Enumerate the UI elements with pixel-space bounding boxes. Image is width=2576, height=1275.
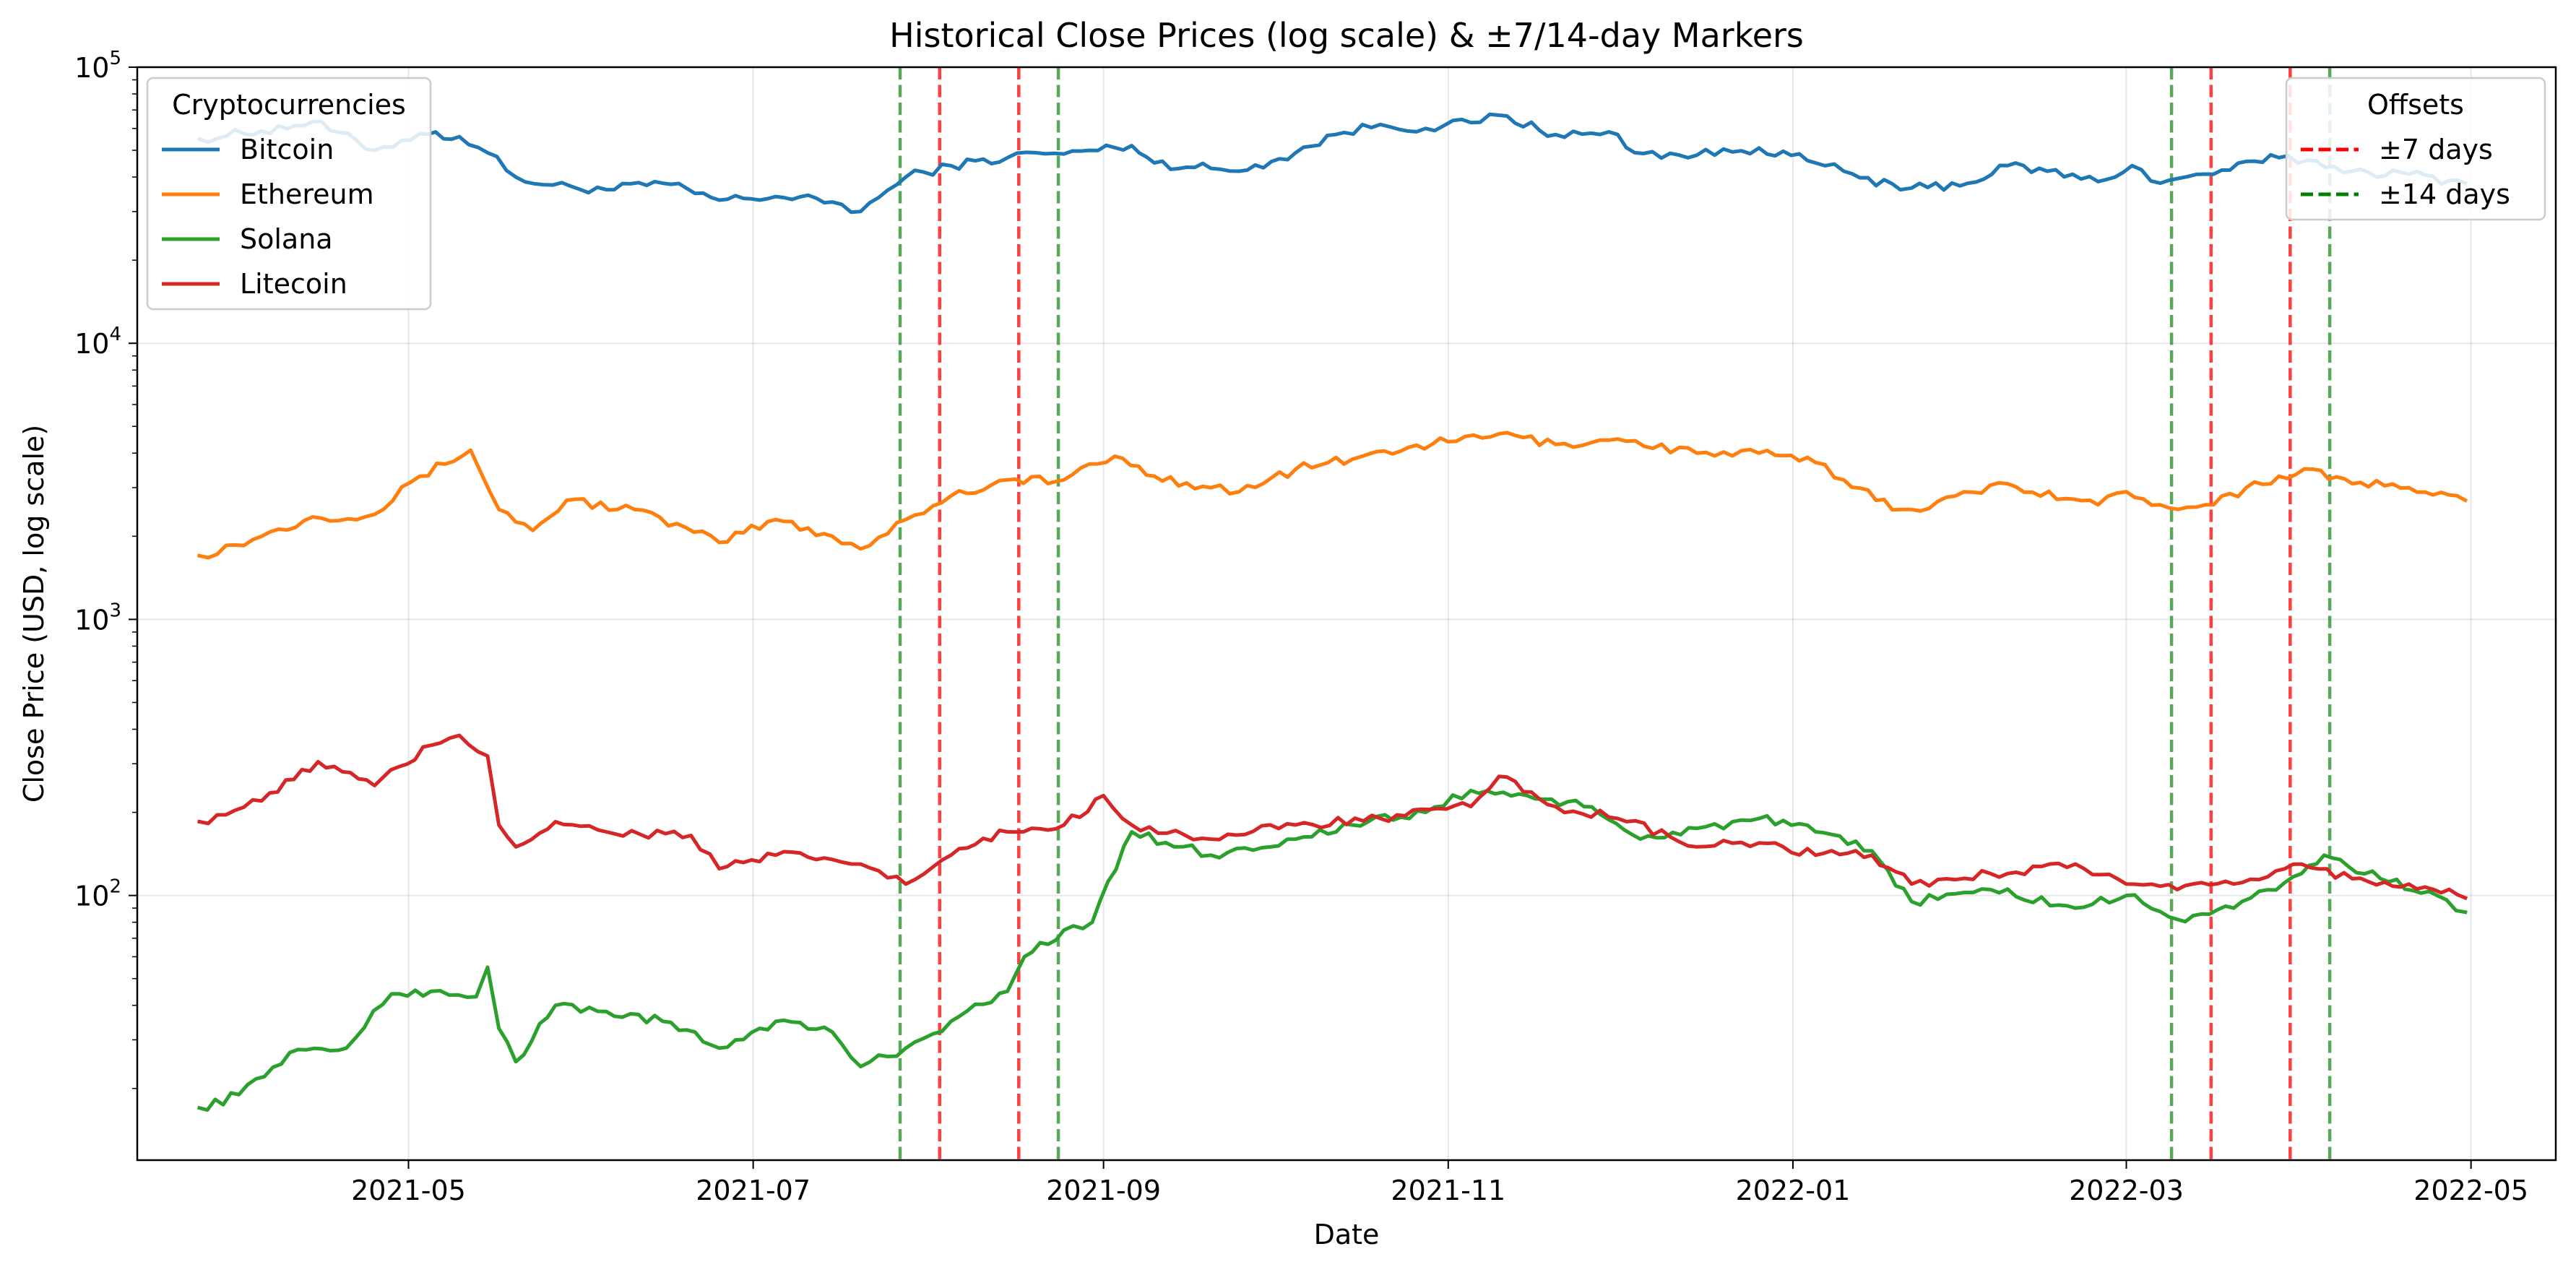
series-lines — [196, 112, 2468, 1112]
legend-offsets: Offsets ±7 days ±14 days — [2285, 77, 2546, 221]
legend-title: Cryptocurrencies — [172, 89, 406, 121]
legend-label: Litecoin — [240, 268, 347, 300]
y-axis-label: Close Price (USD, log scale) — [18, 425, 50, 803]
series-line-litecoin — [197, 733, 2468, 901]
y-axis-ticks: 102 103 104 105 — [74, 48, 137, 1089]
y-tick-label: 105 — [74, 48, 121, 84]
y-tick-label: 104 — [74, 324, 121, 360]
legend-label: Bitcoin — [240, 134, 334, 165]
legend-label: ±7 days — [2379, 134, 2493, 165]
x-tick-label: 2022-03 — [2069, 1175, 2184, 1206]
legend-box — [2285, 77, 2546, 221]
legend-label: ±14 days — [2379, 178, 2510, 210]
offset-markers — [898, 67, 2332, 1160]
legend-box — [146, 77, 432, 311]
x-tick-label: 2021-11 — [1391, 1175, 1505, 1206]
series-line-solana — [196, 788, 2468, 1112]
legend-label: Solana — [240, 223, 333, 255]
y-tick-label: 103 — [74, 600, 121, 636]
x-tick-label: 2021-05 — [351, 1175, 466, 1206]
y-tick-label: 102 — [74, 876, 121, 912]
x-axis-ticks: 2021-05 2021-07 2021-09 2021-11 2022-01 2022-… — [351, 1160, 2528, 1206]
series-line-ethereum — [197, 431, 2468, 560]
series-line-bitcoin — [196, 112, 2468, 215]
legend-cryptocurrencies: Cryptocurrencies Bitcoin Ethereum Solana Lit… — [146, 77, 432, 311]
x-tick-label: 2021-09 — [1046, 1175, 1161, 1206]
x-tick-label: 2021-07 — [696, 1175, 811, 1206]
plot-frame — [136, 66, 2557, 1162]
x-axis-label: Date — [1314, 1219, 1380, 1250]
x-tick-label: 2022-05 — [2413, 1175, 2528, 1206]
legend-label: Ethereum — [240, 178, 374, 210]
legend-title: Offsets — [2367, 89, 2464, 121]
chart-title: Historical Close Prices (log scale) & ±7… — [889, 16, 1804, 55]
legends: Cryptocurrencies Bitcoin Ethereum Solana Lit… — [146, 77, 2546, 311]
x-tick-label: 2022-01 — [1736, 1175, 1851, 1206]
